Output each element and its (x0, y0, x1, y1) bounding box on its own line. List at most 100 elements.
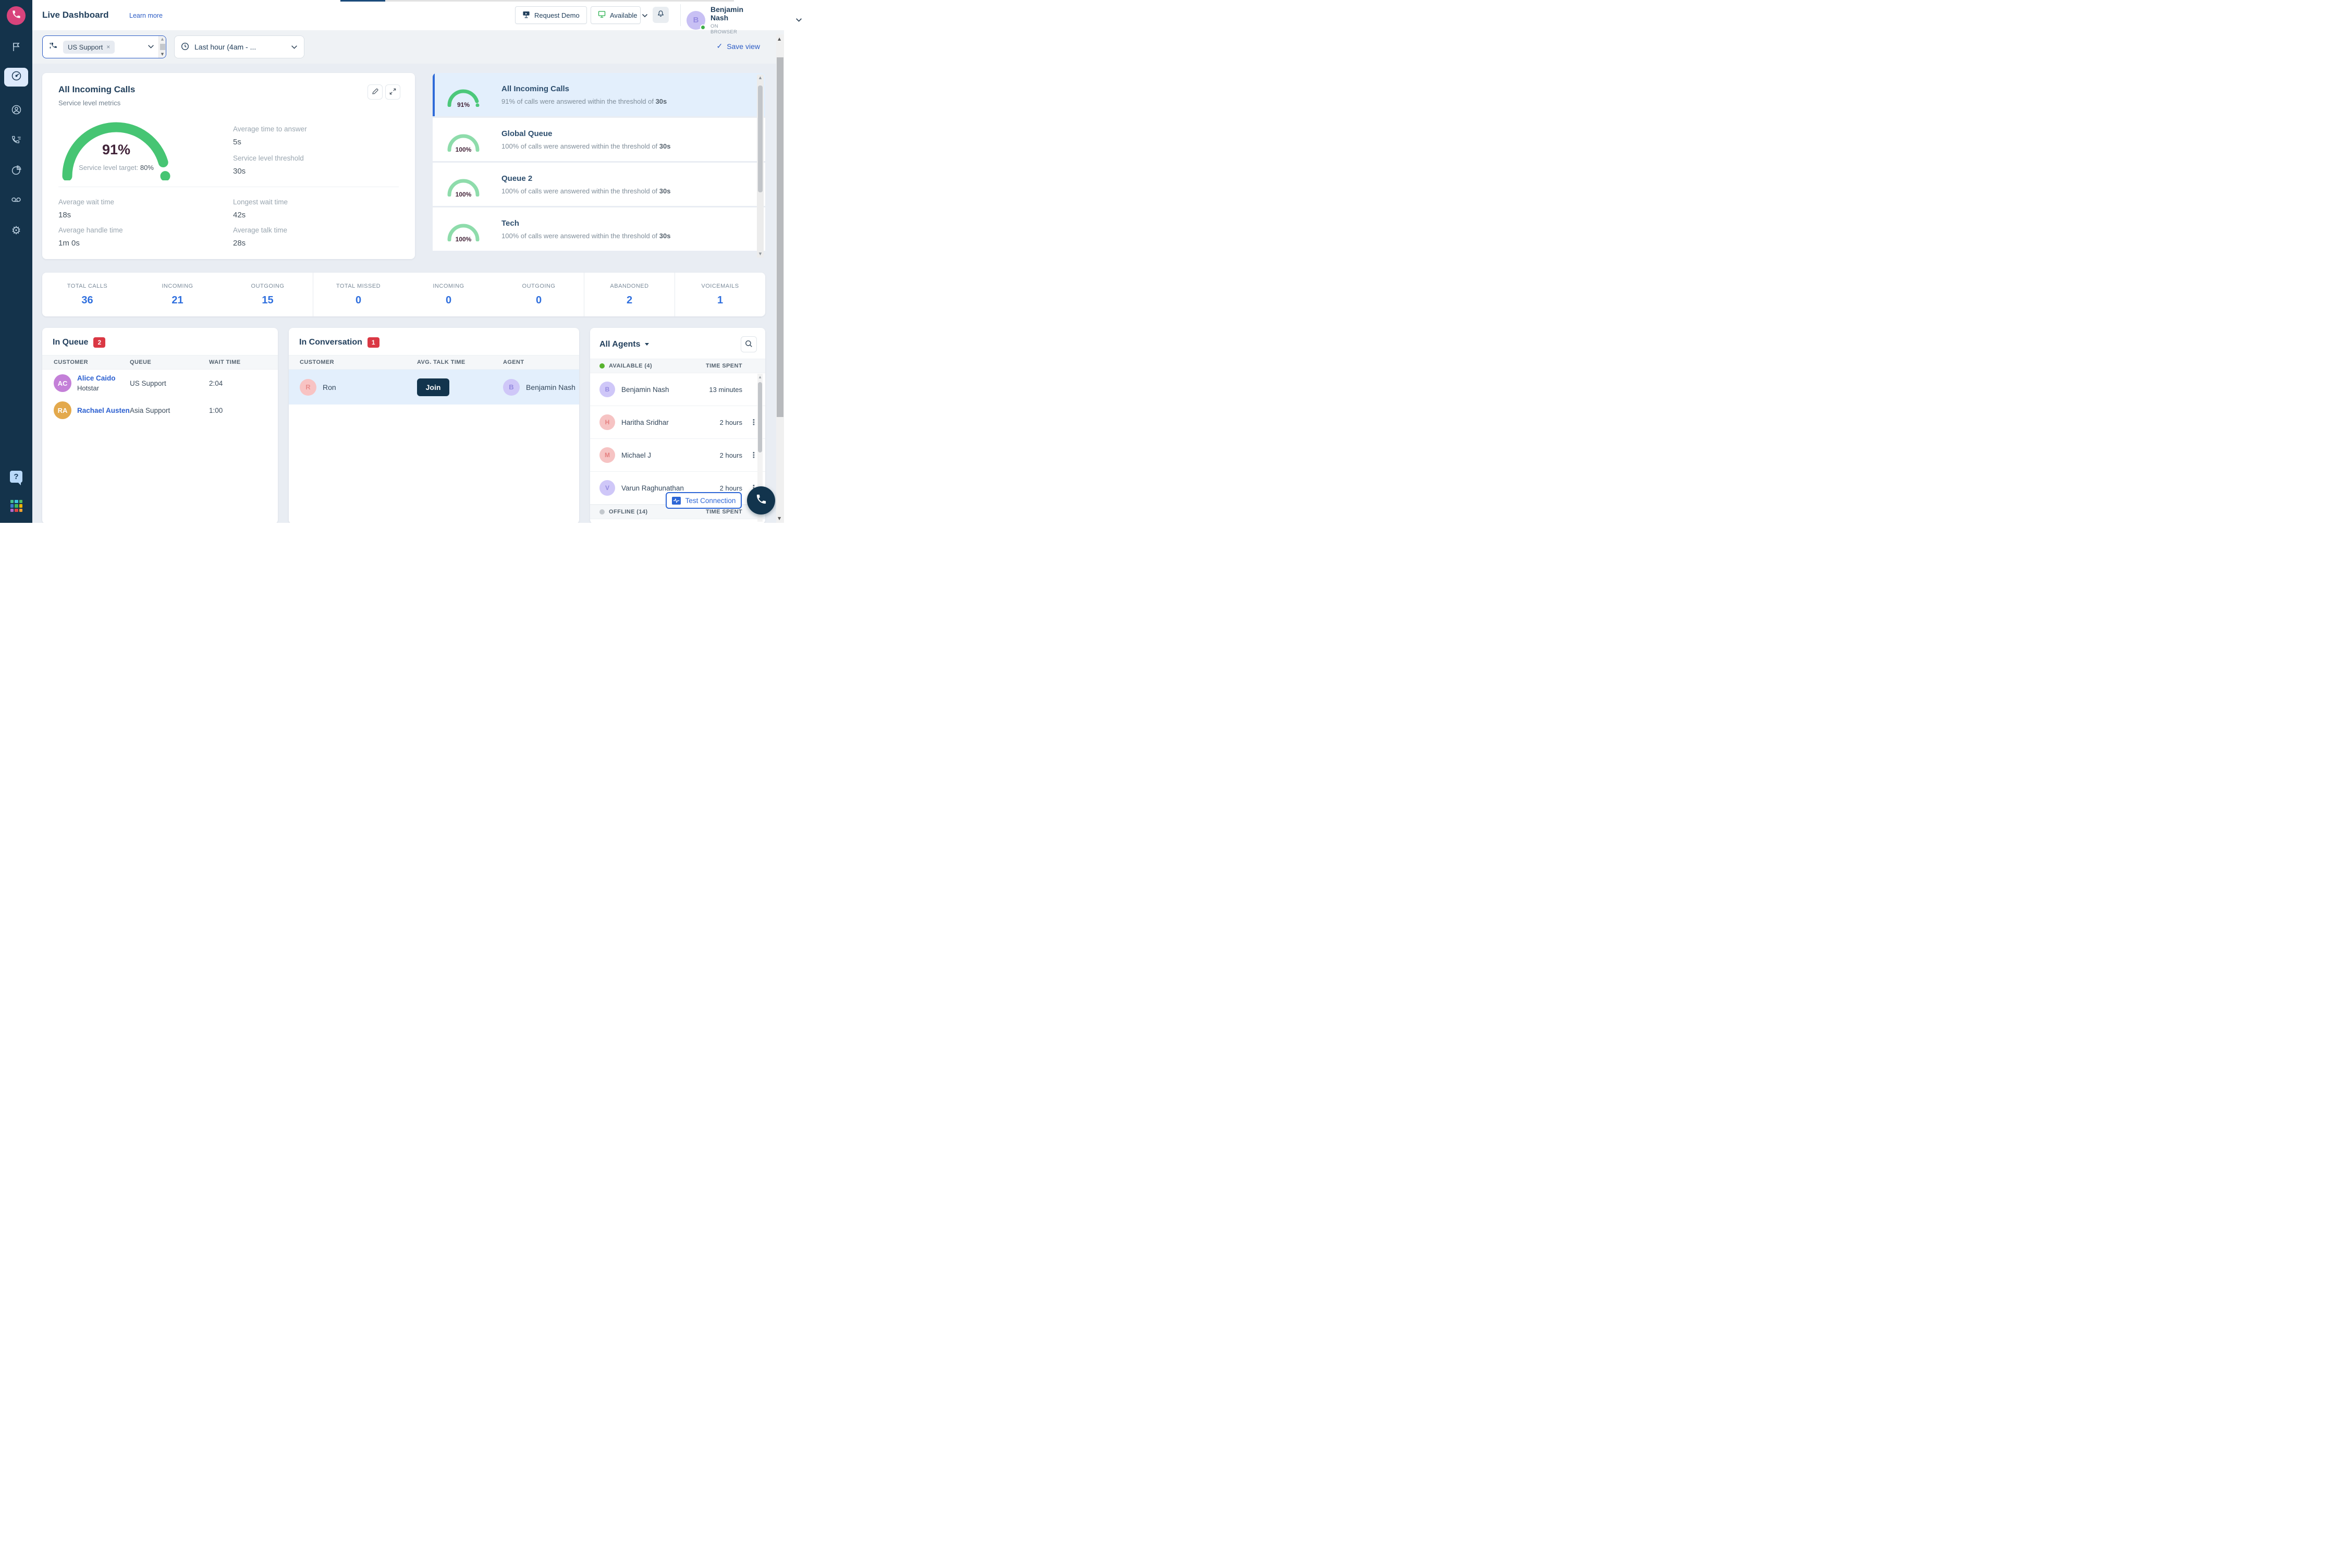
check-icon: ✓ (716, 42, 722, 51)
chevron-down-icon (291, 43, 298, 51)
app-grid-dot (10, 509, 14, 512)
loading-bar-progress (340, 0, 385, 2)
avatar: B (503, 379, 520, 396)
section-title: In Queue (53, 338, 88, 347)
scroll-up-icon[interactable]: ▲ (161, 38, 164, 41)
notifications-button[interactable] (653, 7, 669, 23)
app-grid-dot (10, 500, 14, 503)
phone-transfer-icon (49, 41, 58, 53)
agent-name: Benjamin Nash (526, 383, 575, 391)
in-queue-card: In Queue 2 CUSTOMER QUEUE WAIT TIME AC A… (42, 328, 278, 523)
user-menu[interactable]: B Benjamin Nash ON BROWSER (687, 5, 802, 35)
agent-row[interactable]: B Benjamin Nash 13 minutes (590, 373, 765, 406)
expand-widget-button[interactable] (385, 84, 400, 100)
queue-list-item[interactable]: 100% Tech 100% of calls were answered wi… (433, 207, 765, 251)
queues-scrollbar[interactable]: ▲ ▼ (757, 75, 764, 258)
sidebar-item-settings[interactable]: ⚙ (0, 222, 32, 239)
time-range-select[interactable]: Last hour (4am - ... (174, 35, 304, 58)
queue-list-item[interactable]: 100% Global Queue 100% of calls were ans… (433, 118, 765, 161)
scroll-up-icon[interactable]: ▲ (759, 374, 762, 379)
queue-list-item[interactable]: 91% All Incoming Calls 91% of calls were… (433, 73, 765, 116)
loading-bar-track (385, 0, 734, 2)
phone-fab[interactable] (747, 486, 775, 514)
app-logo[interactable] (7, 6, 26, 25)
scroll-thumb[interactable] (160, 44, 165, 50)
help-button[interactable]: ? (10, 471, 22, 483)
table-row[interactable]: AC Alice Caido Hotstar US Support 2:04 (42, 370, 278, 397)
sidebar-item-live-dashboard[interactable] (4, 68, 28, 87)
conversation-row[interactable]: R Ron Join B Benjamin Nash (289, 370, 579, 405)
card-title: All Incoming Calls (58, 84, 135, 95)
stat-missed-incoming: INCOMING0 (403, 273, 494, 316)
queue-cell: Asia Support (130, 407, 209, 414)
learn-more-link[interactable]: Learn more (129, 12, 163, 19)
metric-avg-talk: Average talk time 28s (233, 226, 287, 248)
customer-company: Hotstar (77, 384, 116, 392)
stat-total-calls: TOTAL CALLS36 (42, 273, 132, 316)
customer-link[interactable]: Alice Caido (77, 374, 116, 382)
scroll-up-icon[interactable]: ▲ (759, 75, 762, 81)
question-icon: ? (14, 472, 18, 481)
queue-list-item[interactable]: 100% Queue 2 100% of calls were answered… (433, 163, 765, 206)
table-row[interactable]: RA Rachael Austen Asia Support 1:00 (42, 397, 278, 424)
voicemail-icon (10, 194, 22, 205)
request-demo-button[interactable]: Request Demo (515, 6, 587, 24)
edit-widget-button[interactable] (368, 84, 383, 100)
queue-name: All Incoming Calls (501, 84, 667, 93)
queue-name: Queue 2 (501, 174, 671, 183)
stat-abandoned: ABANDONED2 (584, 273, 675, 316)
expand-icon (389, 88, 396, 96)
sidebar-item-call-logs[interactable] (0, 131, 32, 149)
agent-row[interactable]: H Haritha Sridhar 2 hours ⋮ (590, 406, 765, 439)
connection-test-icon (672, 497, 681, 505)
monitor-icon (598, 10, 606, 20)
scroll-down-icon[interactable]: ▼ (778, 516, 781, 521)
section-title: In Conversation (299, 338, 362, 347)
filter-chip-us-support[interactable]: US Support × (63, 41, 115, 54)
queue-gauge: 100% (446, 128, 481, 152)
queue-filter-select[interactable]: US Support × ▲ ▼ (42, 35, 166, 58)
sidebar-item-reports[interactable] (0, 161, 32, 179)
page-scrollbar[interactable]: ▲ ▼ (776, 34, 784, 523)
sidebar-item-contacts[interactable] (0, 101, 32, 118)
avatar: H (599, 414, 615, 430)
scroll-thumb[interactable] (777, 57, 783, 417)
count-badge: 1 (368, 337, 379, 348)
scroll-down-icon[interactable]: ▼ (759, 251, 762, 258)
queue-gauge: 91% (446, 83, 481, 107)
agents-filter-dropdown[interactable]: All Agents (599, 340, 641, 349)
phone-logo-icon (11, 9, 21, 22)
stat-missed-outgoing: OUTGOING0 (494, 273, 584, 316)
speedometer-icon (11, 70, 22, 84)
select-scrollbar[interactable]: ▲ ▼ (158, 36, 166, 58)
scroll-thumb[interactable] (758, 382, 762, 452)
app-switcher-button[interactable] (10, 500, 22, 512)
sidebar-item-voicemail[interactable] (0, 191, 32, 209)
offline-status-dot (599, 509, 605, 514)
agent-row[interactable]: M Michael J 2 hours ⋮ (590, 439, 765, 472)
stat-voicemails: VOICEMAILS1 (675, 273, 765, 316)
wait-time-cell: 1:00 (209, 407, 278, 414)
chip-remove-icon[interactable]: × (106, 43, 110, 51)
sidebar-item-flag[interactable] (0, 38, 32, 56)
app-grid-dot (19, 504, 22, 507)
in-conversation-card: In Conversation 1 CUSTOMER AVG. TALK TIM… (289, 328, 579, 523)
scroll-up-icon[interactable]: ▲ (778, 36, 781, 41)
main-content: All Incoming Calls Service level metrics… (32, 64, 784, 523)
available-section-header: AVAILABLE (4) TIME SPENT (590, 359, 765, 373)
scroll-thumb[interactable] (758, 85, 763, 192)
search-agents-button[interactable] (741, 336, 757, 352)
person-icon (11, 104, 22, 115)
avatar: RA (54, 401, 71, 419)
pie-chart-icon (11, 165, 22, 176)
scroll-down-icon[interactable]: ▼ (161, 53, 164, 56)
customer-link[interactable]: Rachael Austen (77, 407, 130, 414)
save-view-button[interactable]: ✓ Save view (716, 42, 760, 51)
join-call-button[interactable]: Join (417, 378, 449, 396)
stat-incoming: INCOMING21 (132, 273, 223, 316)
queue-description: 100% of calls were answered within the t… (501, 232, 671, 240)
table-header: CUSTOMER AVG. TALK TIME AGENT (289, 355, 579, 370)
test-connection-button[interactable]: Test Connection (666, 492, 742, 509)
table-header: CUSTOMER QUEUE WAIT TIME (42, 355, 278, 370)
availability-dropdown[interactable]: Available (591, 6, 641, 24)
